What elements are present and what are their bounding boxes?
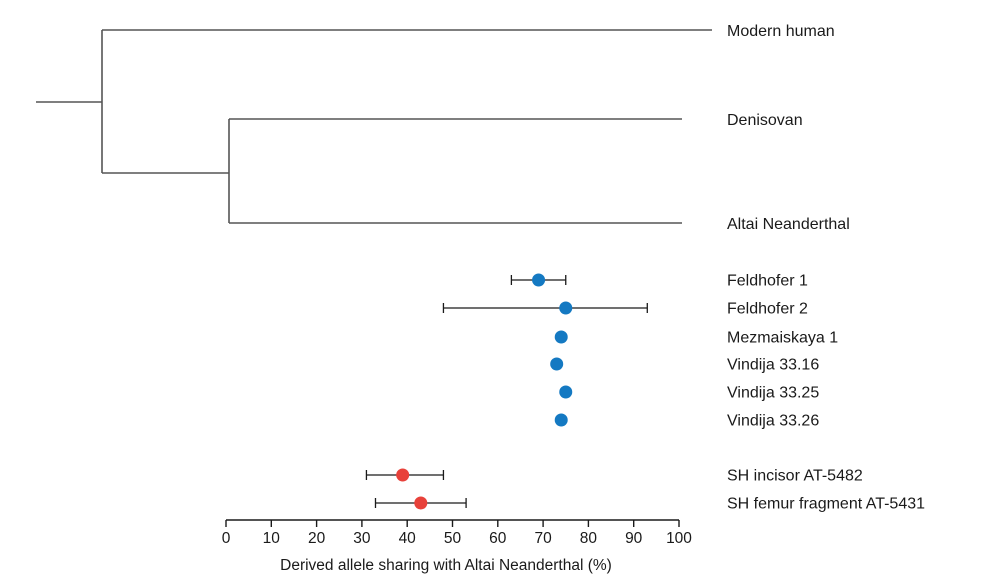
x-tick-label-0: 0 xyxy=(222,530,231,547)
tree-leaf-label-modern-human: Modern human xyxy=(727,23,835,40)
x-tick-label-80: 80 xyxy=(580,530,598,547)
x-tick-label-50: 50 xyxy=(444,530,462,547)
point-label-sh-femur-fragment-at-5431: SH femur fragment AT-5431 xyxy=(727,496,925,513)
x-tick-label-40: 40 xyxy=(399,530,417,547)
x-tick-label-70: 70 xyxy=(534,530,552,547)
x-axis-ticks: 0 10 20 30 40 50 60 70 80 90 100 xyxy=(222,520,692,547)
point-label-mezmaiskaya-1: Mezmaiskaya 1 xyxy=(727,330,838,347)
x-axis-title: Derived allele sharing with Altai Neande… xyxy=(280,557,612,574)
point-label-vindija-33-26: Vindija 33.26 xyxy=(727,413,819,430)
x-tick-label-100: 100 xyxy=(666,530,692,547)
x-tick-label-30: 30 xyxy=(353,530,371,547)
point-feldhofer-2 xyxy=(559,301,573,315)
point-label-vindija-33-25: Vindija 33.25 xyxy=(727,385,819,402)
data-points: Feldhofer 1 Feldhofer 2 Mezmaiskaya 1 Vindi… xyxy=(365,273,925,513)
point-label-feldhofer-1: Feldhofer 1 xyxy=(727,273,808,290)
point-label-sh-incisor-at-5482: SH incisor AT-5482 xyxy=(727,468,863,485)
phylogenetic-tree: Modern human Denisovan Altai Neanderthal xyxy=(36,23,850,233)
x-tick-label-60: 60 xyxy=(489,530,507,547)
point-label-vindija-33-16: Vindija 33.16 xyxy=(727,357,819,374)
point-mezmaiskaya-1 xyxy=(554,330,568,344)
tree-leaf-label-altai-neanderthal: Altai Neanderthal xyxy=(727,216,850,233)
point-label-feldhofer-2: Feldhofer 2 xyxy=(727,301,808,318)
allele-sharing-plot: 0 10 20 30 40 50 60 70 80 90 100 Feldhofer 1Feldho… xyxy=(222,273,925,575)
x-tick-label-20: 20 xyxy=(308,530,326,547)
x-tick-label-10: 10 xyxy=(263,530,281,547)
point-vindija-33-16 xyxy=(550,357,564,371)
point-vindija-33-25 xyxy=(559,385,573,399)
point-sh-femur-fragment-at-5431 xyxy=(414,496,428,510)
x-tick-label-90: 90 xyxy=(625,530,643,547)
point-vindija-33-26 xyxy=(554,413,568,427)
point-sh-incisor-at-5482 xyxy=(396,468,410,482)
point-feldhofer-1 xyxy=(532,273,546,287)
tree-leaf-label-denisovan: Denisovan xyxy=(727,112,803,129)
